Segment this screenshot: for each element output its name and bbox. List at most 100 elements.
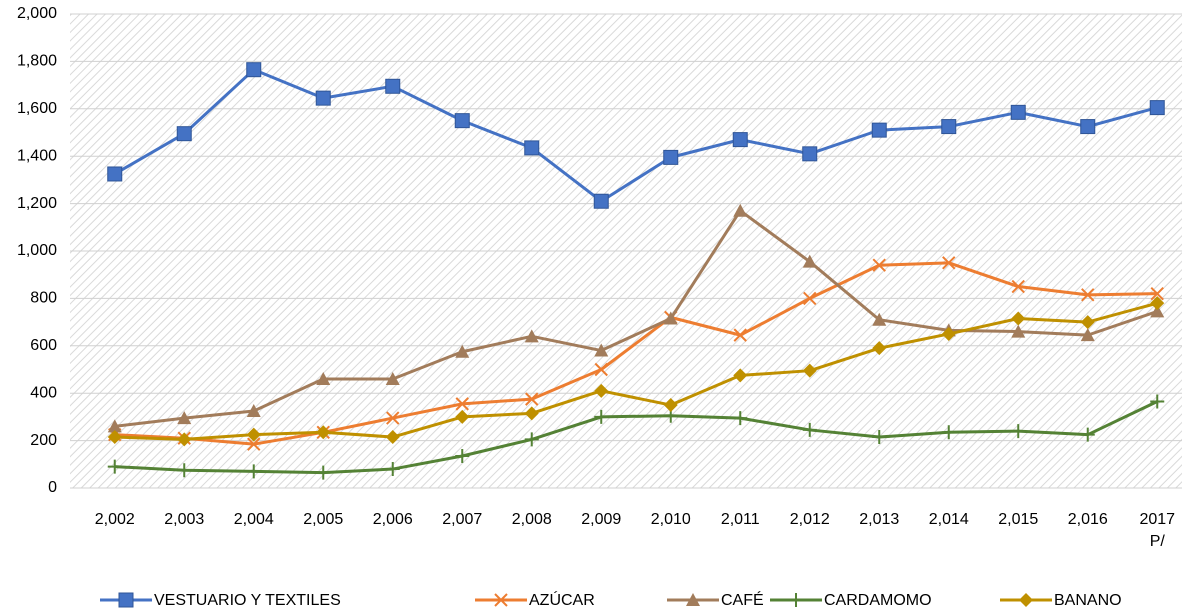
marker bbox=[177, 411, 192, 425]
marker bbox=[247, 437, 261, 451]
marker bbox=[1011, 424, 1026, 439]
x-tick-label: 2,003 bbox=[164, 511, 205, 528]
marker bbox=[385, 430, 400, 445]
marker bbox=[525, 392, 539, 406]
y-tick-label: 1,000 bbox=[17, 242, 57, 259]
marker bbox=[107, 419, 122, 433]
legend-label: BANANO bbox=[1054, 592, 1122, 609]
marker bbox=[663, 311, 678, 325]
marker bbox=[107, 166, 123, 182]
marker bbox=[1011, 324, 1026, 338]
marker bbox=[872, 312, 887, 326]
marker bbox=[316, 371, 331, 385]
x-tick-label: 2,005 bbox=[303, 511, 344, 528]
marker bbox=[1150, 304, 1165, 318]
marker bbox=[1011, 279, 1025, 294]
marker bbox=[594, 362, 608, 377]
marker bbox=[246, 62, 262, 78]
marker bbox=[872, 430, 887, 445]
y-tick-label: 800 bbox=[30, 290, 57, 307]
marker bbox=[1080, 427, 1095, 442]
y-tick-label: 1,200 bbox=[17, 195, 57, 212]
legend-marker bbox=[494, 593, 508, 607]
marker bbox=[802, 146, 818, 162]
marker bbox=[733, 368, 748, 383]
marker bbox=[176, 126, 192, 142]
marker bbox=[594, 409, 609, 424]
marker bbox=[1080, 328, 1095, 342]
y-tick-label: 1,800 bbox=[17, 53, 57, 70]
marker bbox=[455, 449, 470, 464]
marker bbox=[524, 406, 539, 421]
marker bbox=[316, 425, 331, 440]
marker bbox=[593, 193, 609, 209]
marker bbox=[386, 411, 400, 425]
marker bbox=[524, 140, 540, 156]
series-line bbox=[114, 209, 1158, 428]
legend-marker bbox=[1019, 593, 1033, 607]
x-tick-label: 2,015 bbox=[998, 511, 1039, 528]
marker bbox=[941, 326, 956, 341]
x-tick-label: 2,016 bbox=[1067, 511, 1108, 528]
marker bbox=[1010, 104, 1026, 120]
y-tick-label: 600 bbox=[30, 337, 57, 354]
y-tick-label: 400 bbox=[30, 384, 57, 401]
y-tick-label: 200 bbox=[30, 432, 57, 449]
marker bbox=[246, 464, 261, 479]
marker bbox=[942, 256, 956, 270]
x-tick-label: 2,012 bbox=[789, 511, 830, 528]
marker bbox=[177, 463, 192, 478]
marker bbox=[177, 432, 192, 447]
x-tick-label: 2,011 bbox=[720, 511, 760, 528]
marker bbox=[663, 149, 679, 165]
marker bbox=[455, 344, 470, 358]
marker bbox=[455, 397, 469, 411]
marker bbox=[455, 409, 470, 424]
marker bbox=[663, 398, 678, 413]
marker bbox=[315, 90, 331, 106]
x-tick-label: 2,006 bbox=[372, 511, 413, 528]
marker bbox=[594, 383, 609, 398]
marker bbox=[246, 403, 261, 417]
legend-label: CAFÉ bbox=[721, 590, 764, 609]
marker bbox=[1150, 286, 1164, 301]
marker bbox=[1149, 100, 1165, 116]
legend-label: VESTUARIO Y TEXTILES bbox=[154, 592, 341, 609]
legend-label: AZÚCAR bbox=[529, 590, 595, 609]
x-tick-label: 2,004 bbox=[233, 511, 274, 528]
marker bbox=[594, 343, 609, 357]
legend-marker bbox=[686, 593, 700, 606]
x-tick-label: 2,013 bbox=[859, 511, 900, 528]
x-tick-label: 2,009 bbox=[581, 511, 622, 528]
y-tick-label: 2,000 bbox=[17, 5, 57, 22]
series-line bbox=[113, 68, 1158, 203]
x-tick-label: 2,008 bbox=[511, 511, 552, 528]
marker bbox=[1081, 288, 1095, 302]
marker bbox=[107, 430, 122, 445]
marker bbox=[803, 291, 817, 306]
x-tick-label: 2,010 bbox=[650, 511, 691, 528]
x-tick-label: 2017 P/ bbox=[1139, 511, 1176, 550]
marker bbox=[1080, 315, 1095, 330]
marker bbox=[1011, 311, 1026, 326]
marker bbox=[385, 462, 400, 477]
marker bbox=[1080, 119, 1096, 135]
marker bbox=[524, 432, 539, 447]
marker bbox=[107, 459, 122, 474]
x-tick-label: 2,014 bbox=[928, 511, 969, 528]
marker bbox=[802, 363, 817, 378]
marker bbox=[385, 371, 400, 385]
marker bbox=[316, 465, 331, 480]
y-tick-label: 0 bbox=[48, 479, 57, 496]
marker bbox=[871, 122, 887, 138]
marker bbox=[872, 258, 886, 272]
marker bbox=[732, 132, 748, 148]
series-line bbox=[114, 301, 1158, 441]
marker bbox=[802, 254, 817, 268]
legend-label: CARDAMOMO bbox=[824, 592, 932, 609]
marker bbox=[1150, 394, 1165, 409]
marker bbox=[385, 78, 401, 94]
legend-marker bbox=[118, 592, 134, 608]
y-tick-label: 1,400 bbox=[17, 147, 57, 164]
